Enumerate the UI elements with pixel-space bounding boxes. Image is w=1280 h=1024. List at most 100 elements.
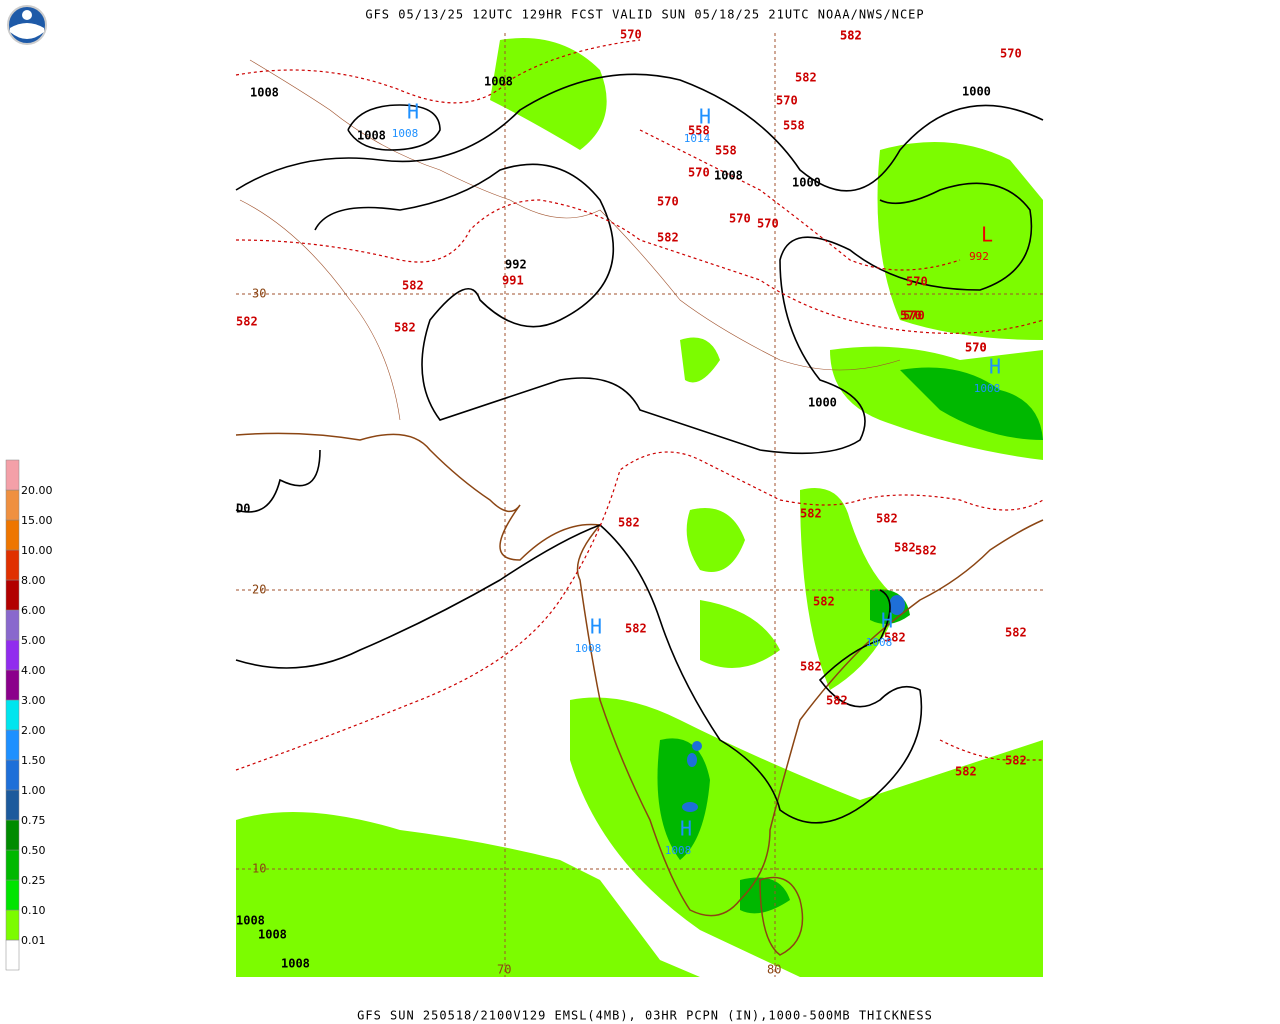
longitude-label: 80 [767, 963, 781, 977]
precip-cores [682, 595, 905, 812]
isobar-label: 1000 [792, 176, 821, 190]
high-center-value: 1008 [974, 382, 1001, 395]
colorbar-swatch [5, 699, 20, 731]
thickness-label: 570 [776, 94, 798, 108]
latitude-label: 10 [252, 862, 266, 876]
colorbar-label: 1.00 [21, 784, 46, 797]
isobar-label: 1000 [962, 85, 991, 99]
colorbar-label: 10.00 [21, 544, 53, 557]
isobars [235, 73, 1044, 824]
thickness-label: 570 [965, 341, 987, 355]
colorbar-swatch [5, 939, 20, 971]
high-center-symbol: H [699, 105, 711, 129]
high-center-value: 1008 [665, 844, 692, 857]
thickness-contours [235, 39, 1044, 771]
colorbar-swatch [5, 609, 20, 641]
longitude-label: 70 [497, 963, 511, 977]
thickness-label: 582 [625, 622, 647, 636]
colorbar-swatch [5, 639, 20, 671]
colorbar-label: 0.50 [21, 844, 46, 857]
map-area [235, 33, 1044, 977]
grid-lines [236, 33, 1043, 977]
thickness-label: 570 [900, 309, 922, 323]
colorbar-label: 0.25 [21, 874, 46, 887]
colorbar-swatch [5, 579, 20, 611]
thickness-label: 582 [840, 29, 862, 43]
thickness-label: 582 [840, 29, 862, 43]
thickness-label: 570 [965, 341, 987, 355]
thickness-label: 582 [813, 595, 835, 609]
colorbar-swatch [5, 729, 20, 761]
colorbar-label: 15.00 [21, 514, 53, 527]
thickness-label: 582 [800, 507, 822, 521]
isobar-label: 1008 [258, 928, 287, 942]
low-center-value: 992 [969, 250, 989, 263]
colorbar-label: 6.00 [21, 604, 46, 617]
latitude-label: 30 [252, 287, 266, 301]
latitude-label: 20 [252, 583, 266, 597]
colorbar-swatch [5, 459, 20, 491]
thickness-label: 582 [394, 321, 416, 335]
thickness-label: 570 [903, 309, 925, 323]
thickness-label: 582 [915, 544, 937, 558]
colorbar-label: 20.00 [21, 484, 53, 497]
isobar-label: 1008 [236, 914, 265, 928]
thickness-label: 991 [502, 274, 524, 288]
isobar-label: 1008 [484, 75, 513, 89]
footer-caption: GFS SUN 250518/2100V129 EMSL(4MB), 03HR … [357, 1009, 933, 1023]
thickness-label: 582 [884, 631, 906, 645]
isobar-label: 1008 [357, 129, 386, 143]
high-center-symbol: H [407, 100, 419, 124]
thickness-label: 582 [800, 660, 822, 674]
colorbar-label: 4.00 [21, 664, 46, 677]
thickness-label: 582 [955, 765, 977, 779]
colorbar-label: 0.10 [21, 904, 46, 917]
high-center-symbol: H [590, 615, 602, 639]
thickness-label: 570 [906, 275, 928, 289]
high-center-symbol: H [989, 355, 1001, 379]
colorbar-swatch [5, 669, 20, 701]
thickness-label: 570 [657, 195, 679, 209]
colorbar-label: 3.00 [21, 694, 46, 707]
thickness-label: 582 [876, 512, 898, 526]
high-center-symbol: H [881, 609, 893, 633]
thickness-label: 582 [657, 231, 679, 245]
thickness-label: 582 [402, 279, 424, 293]
colorbar-label: 0.01 [21, 934, 46, 947]
colorbar-swatch [5, 909, 20, 941]
high-center-value: 1008 [392, 127, 419, 140]
thickness-label: 570 [729, 212, 751, 226]
isobar-label: 1008 [281, 957, 310, 971]
colorbar-label: 1.50 [21, 754, 46, 767]
precip-areas-heavy [657, 367, 1043, 914]
thickness-label: 570 [620, 28, 642, 42]
colorbar-label: 0.75 [21, 814, 46, 827]
colorbar-swatch [5, 519, 20, 551]
colorbar-label: 2.00 [21, 724, 46, 737]
isobar-label: 1008 [250, 86, 279, 100]
coastline [235, 432, 1044, 956]
thickness-label: 570 [1000, 47, 1022, 61]
thickness-label: 582 [826, 694, 848, 708]
colorbar-swatch [5, 759, 20, 791]
high-center-value: 1014 [684, 132, 711, 145]
colorbar-swatch [5, 819, 20, 851]
thickness-label: 582 [1005, 754, 1027, 768]
thickness-label: 582 [795, 71, 817, 85]
colorbar-label: 5.00 [21, 634, 46, 647]
precip-areas [236, 38, 1043, 977]
noaa-logo [7, 5, 47, 45]
thickness-label: 558 [715, 144, 737, 158]
high-center-value: 1008 [575, 642, 602, 655]
thickness-label: 570 [688, 166, 710, 180]
colorbar-swatch [5, 879, 20, 911]
thickness-label: 570 [757, 217, 779, 231]
colorbar-swatch [5, 789, 20, 821]
colorbar: 0.01 0.10 0.25 0.50 0.75 1.00 1.50 2.00 3.00 4.00… [5, 459, 53, 971]
thickness-label: 582 [1005, 626, 1027, 640]
thickness-label: 582 [236, 315, 258, 329]
colorbar-swatch [5, 489, 20, 521]
colorbar-label: 8.00 [21, 574, 46, 587]
isobar-label: D0 [236, 502, 250, 516]
